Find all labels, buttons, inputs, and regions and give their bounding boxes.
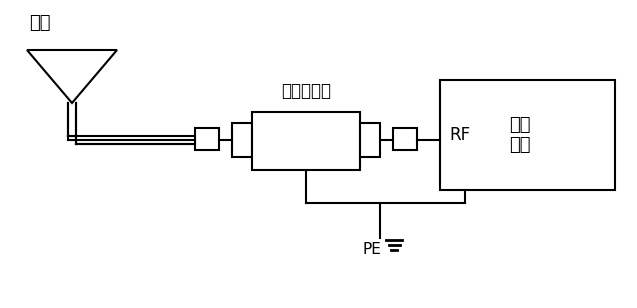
Text: 天线: 天线 [29, 14, 50, 32]
Bar [232, 123, 252, 157]
Text: 设备: 设备 [509, 136, 531, 154]
Bar [360, 123, 380, 157]
Text: 浪涌保护器: 浪涌保护器 [281, 82, 331, 100]
Text: RF: RF [450, 126, 471, 144]
Bar [195, 128, 219, 150]
Bar [252, 112, 360, 170]
Text: PE: PE [362, 242, 381, 257]
Polygon shape [27, 50, 117, 103]
Bar [393, 128, 417, 150]
Text: 收发: 收发 [509, 116, 531, 134]
Bar [440, 80, 615, 190]
